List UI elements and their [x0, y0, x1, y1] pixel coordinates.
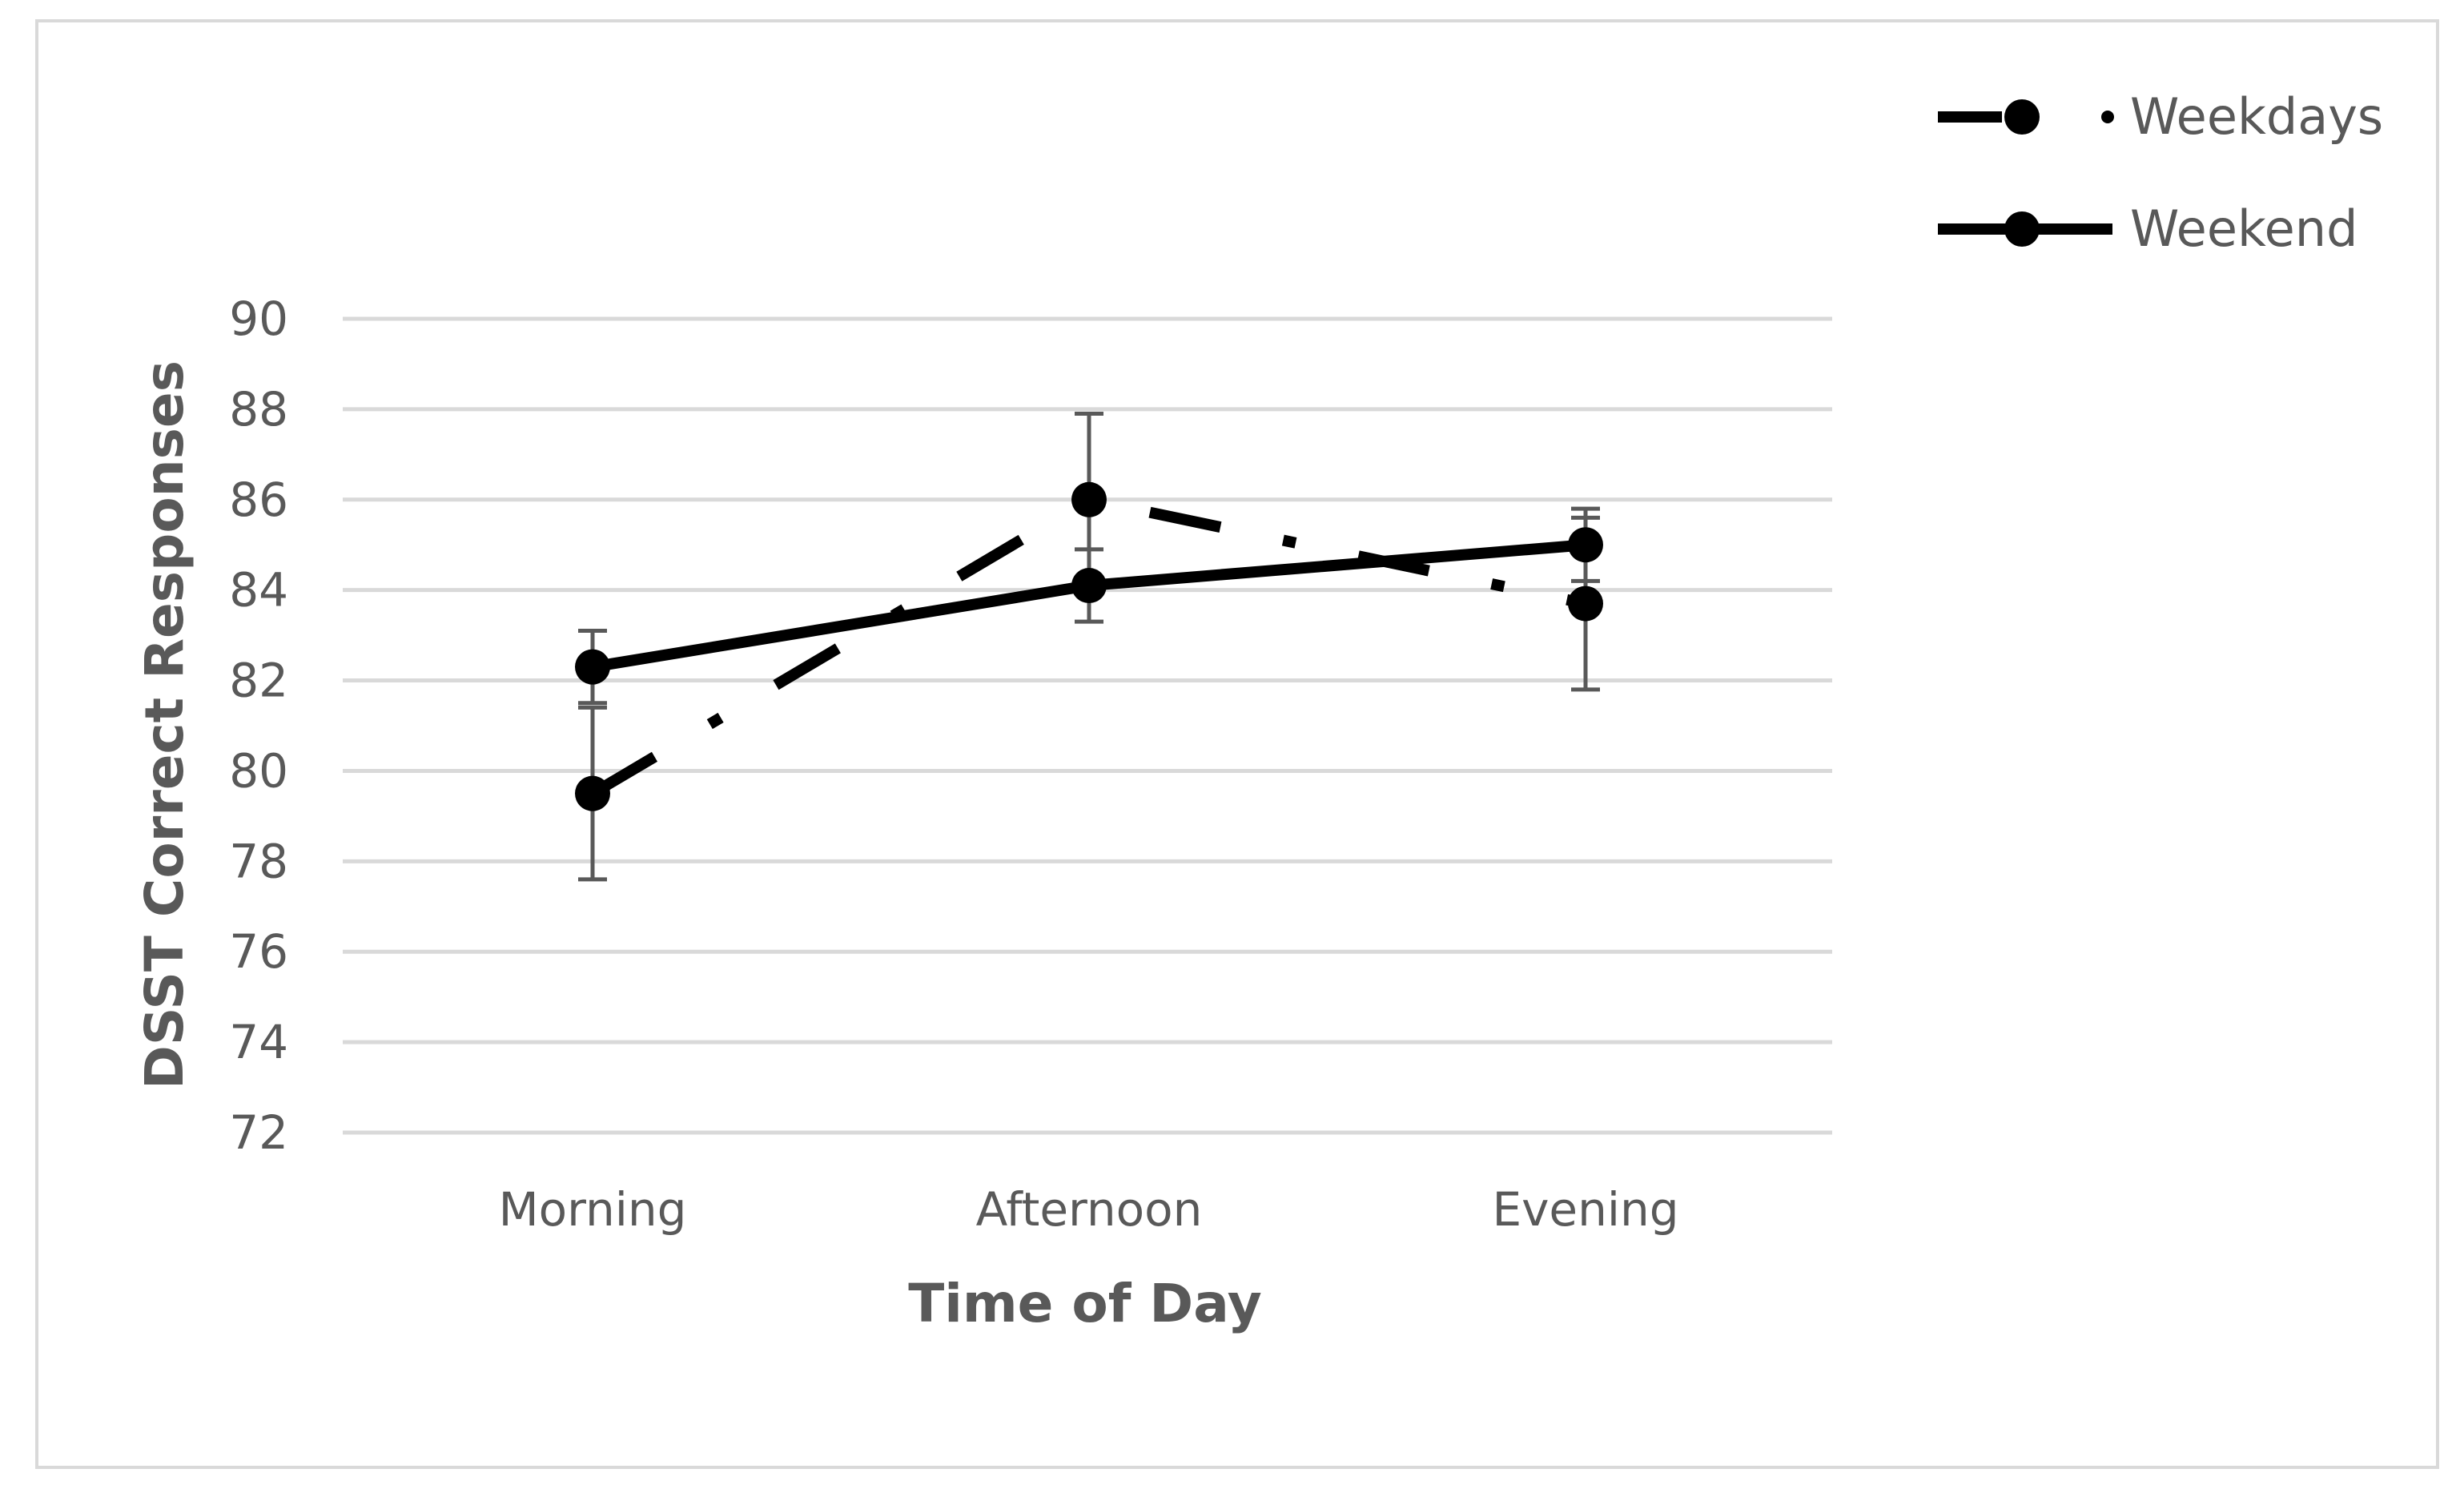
x-tick-label-morning: Morning	[499, 1182, 687, 1237]
legend-label-weekdays: Weekdays	[2130, 87, 2383, 146]
point-weekdays-afternoon	[1071, 481, 1107, 517]
y-tick-label-86: 86	[229, 473, 288, 527]
point-weekend-morning	[575, 649, 610, 685]
y-tick-label-90: 90	[229, 292, 288, 346]
series-line-weekdays	[589, 493, 1587, 799]
series-markers	[575, 481, 1603, 811]
y-tick-label-88: 88	[229, 382, 288, 437]
y-axis-tick-labels: 72 74 76 78 80 82 84 86 88 90	[229, 292, 288, 1160]
y-tick-label-82: 82	[229, 654, 288, 708]
legend-marker-weekend	[2004, 211, 2040, 247]
chart-frame	[35, 19, 2439, 1469]
x-axis-tick-labels: Morning Afternoon Evening	[499, 1182, 1679, 1237]
y-tick-label-74: 74	[229, 1015, 288, 1069]
x-axis-title: Time of Day	[908, 1273, 1262, 1334]
legend-label-weekend: Weekend	[2130, 199, 2357, 258]
legend-dot-weekdays	[2101, 111, 2114, 123]
point-weekend-evening	[1568, 527, 1603, 563]
y-tick-label-78: 78	[229, 834, 288, 888]
legend-entry-weekend: Weekend	[1938, 199, 2357, 258]
y-tick-label-76: 76	[229, 924, 288, 979]
point-weekdays-evening	[1568, 586, 1603, 622]
y-tick-label-72: 72	[229, 1105, 288, 1160]
legend: Weekdays Weekend	[1938, 87, 2383, 258]
point-weekdays-morning	[575, 775, 610, 811]
legend-entry-weekdays: Weekdays	[1938, 87, 2383, 146]
legend-marker-weekdays	[2004, 99, 2040, 135]
point-weekend-afternoon	[1071, 568, 1107, 604]
x-tick-label-afternoon: Afternoon	[976, 1182, 1203, 1237]
x-tick-label-evening: Evening	[1492, 1182, 1678, 1237]
y-tick-label-84: 84	[229, 563, 288, 618]
y-axis-title: DSST Correct Responses	[134, 360, 195, 1089]
y-tick-label-80: 80	[229, 743, 288, 798]
